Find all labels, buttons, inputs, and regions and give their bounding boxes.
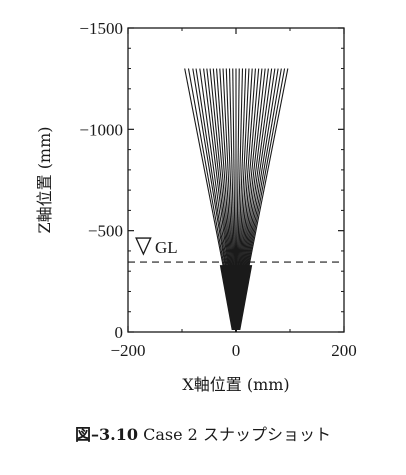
figure-number: 図–3.10 <box>75 425 139 444</box>
y-axis-title: Z軸位置 (mm) <box>35 126 54 233</box>
y-tick-label: −500 <box>88 222 123 241</box>
y-tick-label: −1000 <box>79 120 123 139</box>
x-tick-label: −200 <box>110 341 145 360</box>
y-tick-label: 0 <box>115 323 124 342</box>
ground-level-label: GL <box>155 238 178 257</box>
figure-caption: 図–3.10 Case 2 スナップショット <box>0 421 406 445</box>
x-axis-title: X軸位置 (mm) <box>182 375 289 394</box>
dense-cone <box>219 265 253 330</box>
ground-level-marker-icon <box>135 237 152 256</box>
caption-text: Case 2 スナップショット <box>143 425 331 444</box>
x-tick-label: 200 <box>331 341 357 360</box>
y-tick-label: −1500 <box>79 19 123 38</box>
ground-level-layer: GL <box>128 237 344 263</box>
x-tick-label: 0 <box>232 341 241 360</box>
series-layer <box>184 68 289 333</box>
